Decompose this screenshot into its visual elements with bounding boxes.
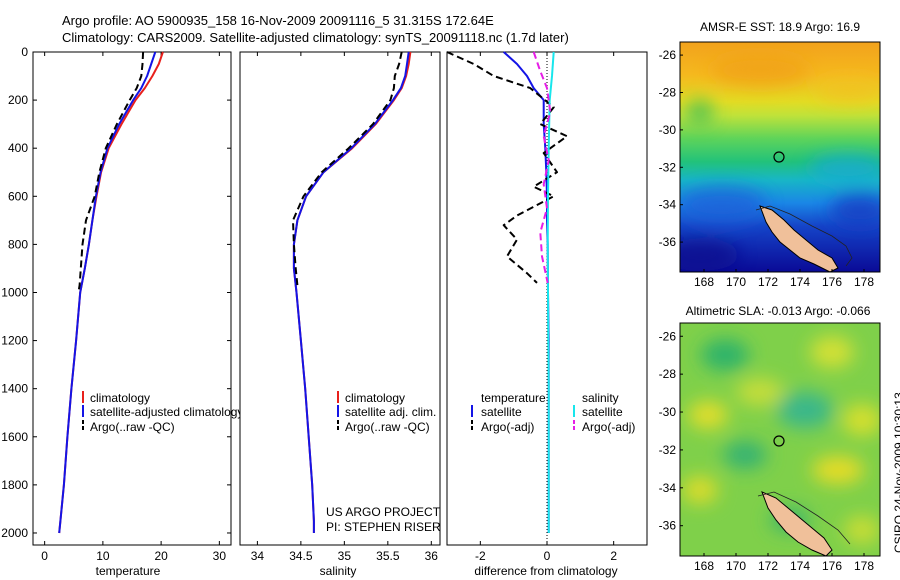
map-x-tick-label: 168: [694, 559, 714, 573]
y-tick-label: 1000: [1, 285, 28, 299]
map-y-tick-label: -28: [659, 85, 677, 99]
legend-label-temp-argo: Argo(-adj): [481, 420, 534, 434]
map-x-tick-label: 176: [822, 559, 842, 573]
map-x-tick-label: 178: [854, 559, 874, 573]
map-x-tick-label: 178: [854, 275, 874, 289]
map-y-tick-label: -26: [659, 329, 677, 343]
y-tick-label: 2000: [1, 526, 28, 540]
x-tick-label: 2: [610, 549, 617, 563]
y-tick-label: 800: [8, 237, 28, 251]
chart-title-line2: Climatology: CARS2009. Satellite-adjuste…: [62, 30, 569, 45]
map-x-tick-label: 170: [726, 275, 746, 289]
difference-legend: temperature satellite Argo(-adj) salinit…: [471, 391, 635, 434]
x-tick-label: 0: [41, 549, 48, 563]
y-tick-label: 0: [21, 45, 28, 59]
salinity-legend: climatology satellite adj. clim. Argo(..…: [337, 391, 436, 434]
legend-label-sal-satellite: satellite: [582, 405, 623, 419]
difference-xlabel: difference from climatology: [474, 564, 617, 578]
y-tick-label: 400: [8, 141, 28, 155]
series-line: [77, 51, 145, 293]
x-tick-label: 34: [251, 549, 265, 563]
series-line: [546, 51, 555, 533]
legend-label-argo: Argo(..raw -QC): [345, 420, 430, 434]
x-tick-label: 35: [338, 549, 352, 563]
map-x-tick-label: 174: [790, 275, 810, 289]
map-x-tick-label: 170: [726, 559, 746, 573]
x-tick-label: 20: [154, 549, 168, 563]
y-tick-label: 600: [8, 189, 28, 203]
map-y-tick-label: -34: [659, 481, 677, 495]
map-y-tick-label: -26: [659, 48, 677, 62]
y-tick-label: 1800: [1, 478, 28, 492]
x-tick-label: 35.5: [376, 549, 400, 563]
map-y-tick-label: -30: [659, 405, 677, 419]
land-coastline: [761, 491, 833, 556]
sla-map-title: Altimetric SLA: -0.013 Argo: -0.066: [686, 304, 871, 318]
y-tick-label: 200: [8, 93, 28, 107]
y-tick-label: 1600: [1, 430, 28, 444]
map-y-tick-label: -30: [659, 123, 677, 137]
sla-map: Altimetric SLA: -0.013 Argo: -0.066 168 1…: [659, 304, 881, 573]
bathymetry-contour: [757, 491, 851, 545]
series-line: [292, 51, 410, 533]
map-y-tick-label: -32: [659, 443, 677, 457]
legend-label-argo: Argo(..raw -QC): [90, 420, 175, 434]
legend-label-satellite: satellite adj. clim.: [345, 405, 436, 419]
sla-map-frame: [679, 322, 881, 557]
legend-label-temp-satellite: satellite: [481, 405, 522, 419]
salinity-panel: 34 34.5 35 35.5 36 salinity climatology sate…: [239, 51, 441, 578]
map-x-tick-label: 172: [758, 275, 778, 289]
map-y-tick-label: -36: [659, 235, 677, 249]
legend-label-sal-argo: Argo(-adj): [582, 420, 635, 434]
legend-header-temperature: temperature: [481, 391, 546, 405]
temperature-xlabel: temperature: [96, 564, 161, 578]
sst-map-frame: [679, 41, 881, 273]
x-tick-label: -2: [475, 549, 486, 563]
salinity-xlabel: salinity: [320, 564, 357, 578]
sst-map-title: AMSR-E SST: 18.9 Argo: 16.9: [700, 20, 860, 34]
chart-title-line1: Argo profile: AO 5900935_158 16-Nov-2009…: [62, 13, 494, 28]
difference-panel: -2 0 2 difference from climatology tempera…: [446, 51, 648, 578]
legend-label-satellite: satellite-adjusted climatology: [90, 405, 243, 419]
x-tick-label: 30: [213, 549, 227, 563]
series-line: [292, 51, 403, 286]
map-y-tick-label: -32: [659, 160, 677, 174]
bathymetry-contour: [755, 205, 853, 267]
map-x-tick-label: 176: [822, 275, 842, 289]
legend-header-salinity: salinity: [582, 391, 619, 405]
map-x-tick-label: 168: [694, 275, 714, 289]
land-coastline: [759, 205, 839, 272]
legend-label-climatology: climatology: [345, 391, 405, 405]
map-y-tick-label: -36: [659, 519, 677, 533]
legend-label-climatology: climatology: [90, 391, 150, 405]
temperature-axes-box: [32, 51, 232, 546]
series-line: [446, 51, 568, 284]
temperature-legend: climatology satellite-adjusted climatolo…: [82, 391, 243, 434]
y-tick-label: 1400: [1, 382, 28, 396]
map-x-tick-label: 172: [758, 559, 778, 573]
map-y-tick-label: -28: [659, 367, 677, 381]
project-note-line2: PI: STEPHEN RISER: [326, 520, 441, 534]
salinity-axes-box: [239, 51, 441, 546]
sst-texture: [680, 54, 880, 271]
series-line: [532, 51, 552, 284]
y-tick-label: 1200: [1, 334, 28, 348]
series-line: [58, 51, 157, 534]
x-tick-label: 34.5: [289, 549, 313, 563]
float-position-marker: [773, 435, 785, 447]
x-tick-label: 36: [425, 549, 439, 563]
float-position-marker: [773, 151, 785, 163]
sst-map: AMSR-E SST: 18.9 Argo: 16.9 168 170 172 174…: [659, 20, 881, 289]
x-tick-label: 0: [544, 549, 551, 563]
project-note-line1: US ARGO PROJECT: [326, 505, 441, 519]
map-x-tick-label: 174: [790, 559, 810, 573]
x-tick-label: 10: [96, 549, 110, 563]
map-y-tick-label: -34: [659, 198, 677, 212]
